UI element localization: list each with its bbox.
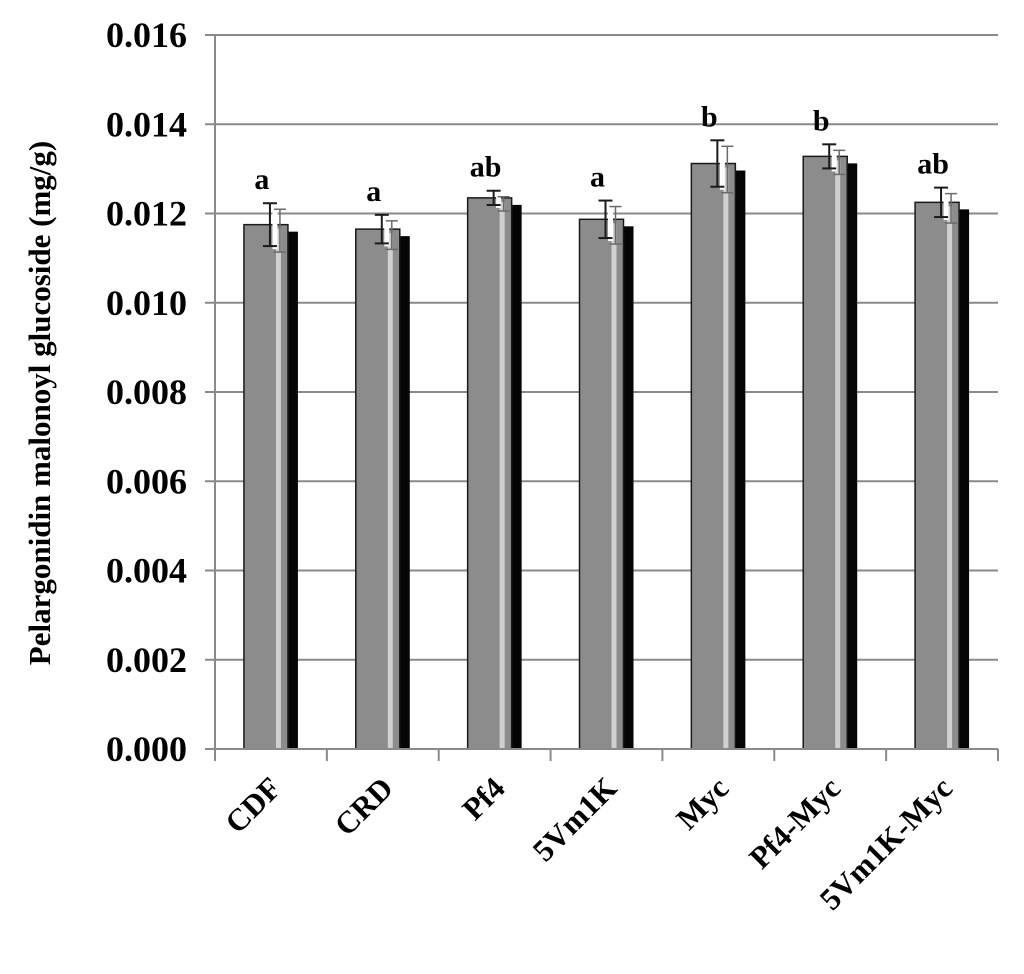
y-tick-label: 0.012 [106,194,187,234]
y-tick-label: 0.004 [106,551,187,591]
bar-shadow [287,231,298,749]
bar-highlight [275,228,281,749]
bar-group: a [578,161,634,750]
bar-group: ab [466,151,522,750]
bar-shadow [735,170,746,749]
bar-shadow [847,163,858,749]
significance-label: ab [917,148,949,181]
x-tick-label: Pf4-Myc [742,770,847,875]
significance-label: b [701,100,718,133]
error-bar [374,213,398,251]
bar-shadow [623,226,634,749]
error-bar [934,186,958,224]
bar [802,155,848,750]
error-bar [486,189,510,212]
error-bar [262,202,286,253]
bar-group: a [355,175,410,750]
bar-shadow [399,236,410,749]
error-bar [710,139,734,194]
significance-label: ab [470,151,502,184]
bar-highlight [723,167,729,749]
bar [355,228,401,750]
y-tick-label: 0.008 [106,372,187,412]
y-tick-label: 0.002 [106,640,187,680]
significance-label: b [813,104,830,137]
bar-shadow [959,209,970,749]
y-axis-title: Pelargonidin malonoyl glucoside (mg/g) [22,141,57,665]
error-bar [598,199,622,245]
x-tick-label: Myc [669,770,735,836]
error-bar [822,143,846,176]
significance-label: a [366,175,381,208]
bars: a aab ab bab [243,100,970,750]
bar [466,197,513,750]
y-tick-label: 0.000 [106,729,187,769]
y-tick-label: 0.014 [106,104,187,144]
y-tick-label: 0.006 [106,461,187,501]
bar-highlight [387,233,393,749]
bar [690,162,737,750]
bar-group: b [690,100,746,750]
bar [914,201,960,750]
x-tick-label: CRD [327,770,399,842]
x-tick-label: CDF [218,770,288,840]
bar-highlight [611,223,617,749]
axes [205,34,999,761]
y-tick-labels: 0.000 0.002 0.004 0.006 0.008 0.010 0.012 0.014… [106,15,187,769]
bar [243,223,289,750]
y-tick-label: 0.010 [106,283,187,323]
bar-highlight [835,160,841,749]
significance-label: a [590,161,605,194]
bar-shadow [511,204,522,750]
y-tick-label: 0.016 [106,15,187,55]
bar-group: a [243,163,298,750]
x-tick-label: Pf4 [455,770,511,826]
significance-label: a [254,163,269,196]
bar [578,218,625,750]
bar-group: b [802,104,858,750]
bar-highlight [499,201,505,750]
x-tick-label: 5Vm1K [526,770,624,868]
bar-group: ab [914,148,970,750]
bar-highlight [947,206,953,749]
